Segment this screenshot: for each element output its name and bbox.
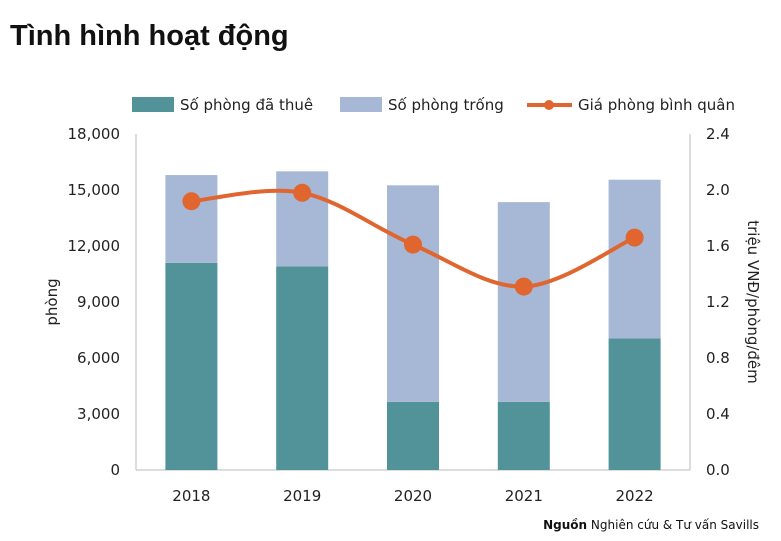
y-tick-label: 9,000 [77,293,120,311]
y-tick-label: 15,000 [68,181,121,199]
y-right-tick-label: 1.2 [706,293,730,311]
price-point [625,228,644,247]
y-right-tick-label: 0.0 [706,461,730,479]
y-axis-right-title: triệu VNĐ/phòng/đêm [744,220,762,384]
bar-vacant [497,202,550,402]
source-text: Nghiên cứu & Tư vấn Savills [590,518,759,532]
y-tick-label: 18,000 [68,125,121,143]
legend-swatch-price-marker [544,100,554,110]
x-tick-label: 2018 [172,487,210,505]
source-note: Nguồn Nghiên cứu & Tư vấn Savills [543,518,759,532]
x-tick-label: 2020 [394,487,432,505]
y-right-tick-label: 2.0 [706,181,730,199]
y-axis-title: phòng [43,278,61,325]
y-right-tick-label: 0.8 [706,349,730,367]
bar-rented [276,266,329,470]
source-label: Nguồn [543,518,588,532]
bar-rented [387,401,439,470]
x-tick-label: 2019 [283,487,321,505]
legend-label-price: Giá phòng bình quân [578,96,735,114]
price-point [514,277,533,296]
legend-swatch-rented [132,97,174,112]
bar-vacant [165,175,218,263]
price-point [404,235,422,254]
price-point [293,183,312,202]
y-tick-label: 3,000 [77,405,120,423]
bar-vacant [608,179,661,339]
bar-rented [608,338,661,470]
legend-label-rented: Số phòng đã thuê [180,96,313,114]
bar-vacant [387,185,439,402]
page-title: Tình hình hoạt động [10,20,289,52]
y-right-tick-label: 0.4 [706,405,730,423]
legend-swatch-vacant [340,97,382,112]
x-tick-label: 2022 [616,487,654,505]
x-tick-label: 2021 [505,487,543,505]
price-point [182,192,201,211]
bar-rented [165,262,218,470]
y-tick-label: 12,000 [68,237,121,255]
y-right-tick-label: 1.6 [706,237,730,255]
y-tick-label: 0 [110,461,120,479]
y-right-tick-label: 2.4 [706,125,730,143]
bar-rented [497,401,550,470]
legend-label-vacant: Số phòng trống [388,96,504,114]
y-tick-label: 6,000 [77,349,120,367]
